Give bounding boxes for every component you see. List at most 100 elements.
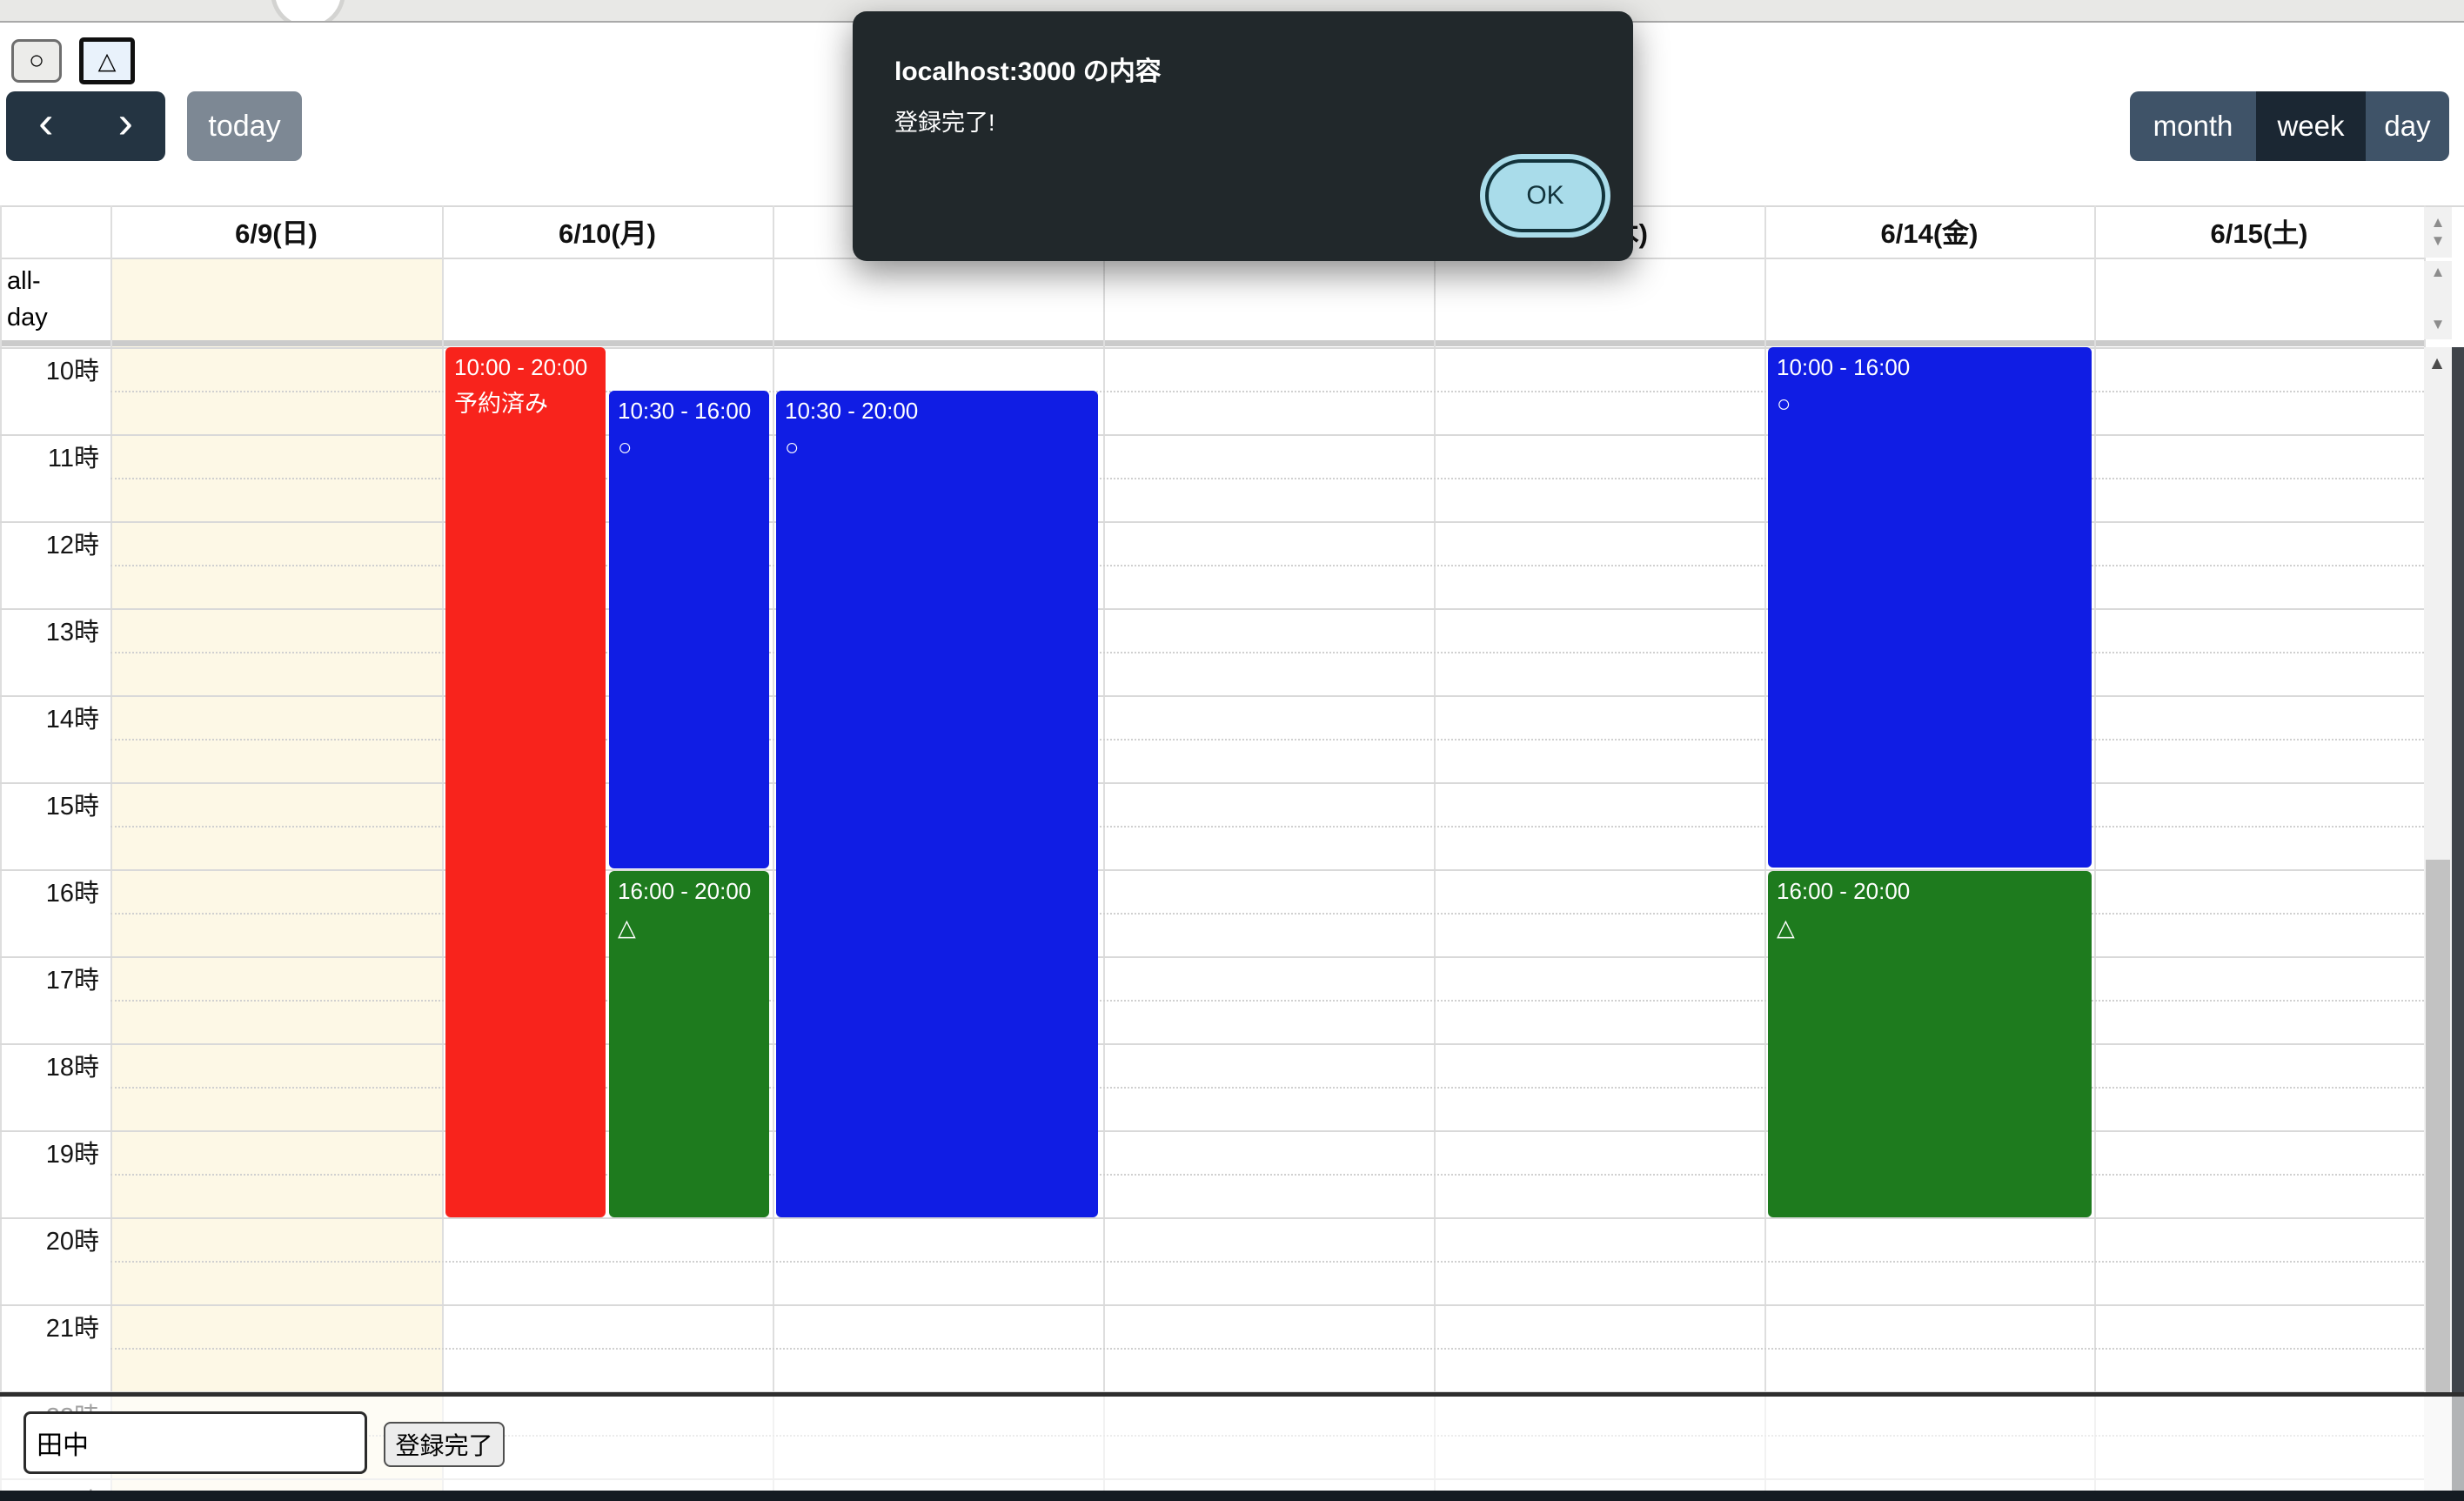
view-day-label: day — [2384, 110, 2431, 142]
register-complete-button[interactable]: 登録完了 — [384, 1422, 505, 1467]
grid-halfhour-line — [110, 1174, 2424, 1176]
event-title: ○ — [1777, 391, 1791, 418]
allday-divider — [0, 340, 2424, 346]
grid-line — [0, 1043, 2424, 1045]
grid-line — [1103, 205, 1105, 1491]
grid-line — [0, 782, 2424, 784]
calendar-event-circle[interactable]: 10:00 - 16:00 ○ — [1768, 347, 2092, 868]
name-input[interactable] — [23, 1411, 367, 1474]
day-header: 6/9(日) — [235, 218, 318, 249]
event-title: ○ — [618, 434, 633, 461]
grid-line — [0, 434, 2424, 436]
event-title: △ — [1777, 915, 1795, 941]
faded-overlay — [0, 1397, 2464, 1491]
grid-line — [0, 1304, 2424, 1306]
ok-button-label: OK — [1526, 181, 1564, 210]
calendar-nav-group: ‹ › — [6, 91, 165, 161]
grid-halfhour-line — [110, 1087, 2424, 1089]
view-day-button[interactable]: day — [2366, 91, 2449, 161]
prev-button[interactable]: ‹ — [6, 91, 86, 161]
scroll-down-icon[interactable]: ▼ — [2430, 316, 2446, 332]
event-time: 16:00 - 20:00 — [618, 878, 752, 904]
grid-halfhour-line — [110, 1000, 2424, 1002]
triangle-icon: △ — [97, 47, 117, 74]
circle-resource-button[interactable]: ○ — [11, 39, 62, 83]
hour-label: 10時 — [45, 358, 99, 385]
grid-line — [0, 521, 2424, 523]
scroll-up-icon[interactable]: ▲ — [2430, 214, 2446, 231]
grid-halfhour-line — [110, 391, 2424, 392]
hour-label: 13時 — [45, 619, 99, 647]
grid-line — [1434, 205, 1436, 1491]
grid-line — [0, 695, 2424, 697]
grid-halfhour-line — [110, 652, 2424, 653]
grid-line — [1764, 205, 1766, 1491]
calendar-event-reserved[interactable]: 10:00 - 20:00 予約済み — [445, 347, 606, 1217]
ok-button[interactable]: OK — [1485, 159, 1605, 232]
bottom-taskbar-edge — [0, 1491, 2464, 1501]
grid-halfhour-line — [110, 565, 2424, 566]
day-header: 6/15(土) — [2210, 218, 2308, 249]
highlighted-day-column — [110, 258, 442, 1491]
hour-label: 11時 — [47, 445, 99, 472]
chevron-right-icon: › — [117, 97, 133, 148]
hour-label: 15時 — [45, 793, 99, 821]
alert-dialog-message: 登録完了! — [894, 110, 995, 136]
grid-line — [0, 347, 2424, 349]
calendar-event-triangle[interactable]: 16:00 - 20:00 △ — [609, 871, 769, 1217]
allday-label: all-day — [7, 267, 48, 332]
calendar-event-circle[interactable]: 10:30 - 20:00 ○ — [776, 391, 1098, 1217]
view-switcher: month week day — [2130, 91, 2449, 161]
allday-scrollbar-track[interactable] — [2424, 261, 2452, 339]
calendar-event-circle[interactable]: 10:30 - 16:00 ○ — [609, 391, 769, 868]
grid-line — [2094, 205, 2096, 1491]
scroll-up-icon[interactable]: ▲ — [2430, 264, 2446, 280]
event-time: 10:30 - 16:00 — [618, 398, 752, 424]
hour-label: 19時 — [45, 1141, 99, 1169]
header-scrollbar-track[interactable] — [2424, 207, 2452, 258]
window-scrollbar-edge — [2452, 347, 2464, 1491]
next-button[interactable]: › — [86, 91, 166, 161]
view-month-button[interactable]: month — [2130, 91, 2256, 161]
circle-icon: ○ — [28, 46, 45, 75]
grid-line — [0, 956, 2424, 958]
event-time: 10:00 - 16:00 — [1777, 354, 1911, 380]
grid-line — [0, 1217, 2424, 1219]
hour-label: 12時 — [45, 532, 99, 560]
grid-line — [0, 205, 2, 1491]
calendar-event-triangle[interactable]: 16:00 - 20:00 △ — [1768, 871, 2092, 1217]
hour-label: 16時 — [45, 880, 99, 908]
hour-label: 18時 — [45, 1054, 99, 1082]
scrollbar-thumb[interactable] — [2426, 860, 2450, 1392]
grid-halfhour-line — [110, 739, 2424, 740]
view-month-label: month — [2153, 110, 2233, 142]
day-header: 6/10(月) — [559, 218, 656, 249]
grid-halfhour-line — [110, 913, 2424, 915]
today-button[interactable]: today — [187, 91, 302, 161]
event-time: 16:00 - 20:00 — [1777, 878, 1911, 904]
event-title: 予約済み — [454, 391, 548, 418]
grid-halfhour-line — [110, 1261, 2424, 1263]
chevron-left-icon: ‹ — [38, 97, 54, 148]
day-header: 6/14(金) — [1880, 218, 1979, 249]
alert-dialog: localhost:3000 の内容 登録完了! OK — [853, 11, 1633, 261]
event-title: ○ — [785, 434, 800, 461]
scroll-down-icon[interactable]: ▼ — [2430, 232, 2446, 249]
grid-halfhour-line — [110, 826, 2424, 828]
scroll-up-icon[interactable]: ▲ — [2427, 353, 2447, 373]
hour-label: 20時 — [45, 1228, 99, 1256]
grid-line — [0, 869, 2424, 871]
hour-label: 14時 — [45, 706, 99, 734]
grid-line — [110, 205, 112, 1491]
grid-line — [773, 205, 774, 1491]
grid-line — [442, 205, 444, 1491]
hour-label: 17時 — [45, 967, 99, 995]
grid-line — [0, 1130, 2424, 1132]
triangle-resource-button[interactable]: △ — [79, 37, 135, 84]
event-time: 10:00 - 20:00 — [454, 354, 588, 380]
view-week-button[interactable]: week — [2256, 91, 2366, 161]
hour-label: 21時 — [45, 1315, 99, 1343]
today-button-label: today — [208, 109, 281, 143]
scroller-bottom-border — [0, 1392, 2464, 1397]
